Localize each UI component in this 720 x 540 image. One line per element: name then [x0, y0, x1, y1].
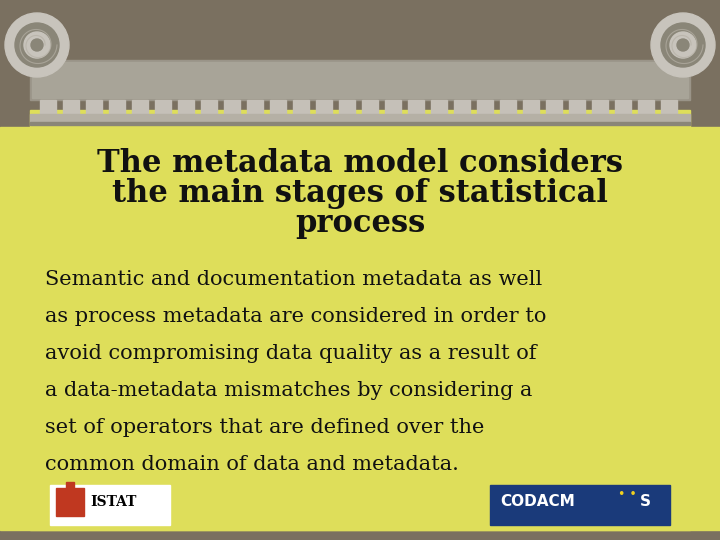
Bar: [569, 100, 585, 114]
Circle shape: [677, 39, 689, 51]
Bar: [66, 482, 74, 490]
Bar: [56, 488, 84, 516]
Bar: [293, 100, 309, 114]
Circle shape: [661, 23, 705, 67]
Bar: [270, 100, 286, 114]
Bar: [30, 122, 690, 125]
Bar: [500, 100, 516, 114]
Text: a data-metadata mismatches by considering a: a data-metadata mismatches by considerin…: [45, 381, 532, 400]
Bar: [638, 100, 654, 114]
Bar: [431, 100, 447, 114]
Text: process: process: [295, 208, 425, 239]
Bar: [247, 100, 263, 114]
Bar: [201, 100, 217, 114]
Circle shape: [670, 32, 696, 58]
Text: set of operators that are defined over the: set of operators that are defined over t…: [45, 418, 485, 437]
Bar: [32, 62, 688, 98]
Text: the main stages of statistical: the main stages of statistical: [112, 178, 608, 209]
Bar: [86, 100, 102, 114]
Bar: [155, 100, 171, 114]
Bar: [385, 100, 401, 114]
Text: ISTAT: ISTAT: [90, 495, 136, 509]
Bar: [523, 100, 539, 114]
Bar: [661, 100, 677, 114]
Text: Semantic and documentation metadata as well: Semantic and documentation metadata as w…: [45, 270, 542, 289]
Text: The metadata model considers: The metadata model considers: [97, 148, 623, 179]
Bar: [615, 100, 631, 114]
Bar: [546, 100, 562, 114]
Bar: [0, 127, 720, 530]
Circle shape: [5, 13, 69, 77]
Circle shape: [31, 39, 43, 51]
Bar: [50, 485, 170, 525]
Bar: [490, 485, 670, 525]
Bar: [592, 100, 608, 114]
Bar: [454, 100, 470, 114]
Circle shape: [651, 13, 715, 77]
Bar: [339, 100, 355, 114]
Bar: [30, 114, 690, 122]
Bar: [477, 100, 493, 114]
Circle shape: [15, 23, 59, 67]
Text: S: S: [640, 495, 651, 510]
Bar: [109, 100, 125, 114]
Text: CODACM: CODACM: [500, 495, 575, 510]
Bar: [63, 100, 79, 114]
Circle shape: [24, 32, 50, 58]
Bar: [408, 100, 424, 114]
Bar: [178, 100, 194, 114]
Text: avoid compromising data quality as a result of: avoid compromising data quality as a res…: [45, 344, 536, 363]
Bar: [316, 100, 332, 114]
Bar: [30, 110, 690, 530]
Text: • •: • •: [618, 489, 636, 502]
Text: common domain of data and metadata.: common domain of data and metadata.: [45, 455, 459, 474]
Bar: [40, 100, 56, 114]
Bar: [30, 60, 690, 100]
Bar: [0, 0, 720, 126]
Bar: [224, 100, 240, 114]
Bar: [362, 100, 378, 114]
Text: as process metadata are considered in order to: as process metadata are considered in or…: [45, 307, 546, 326]
Bar: [132, 100, 148, 114]
